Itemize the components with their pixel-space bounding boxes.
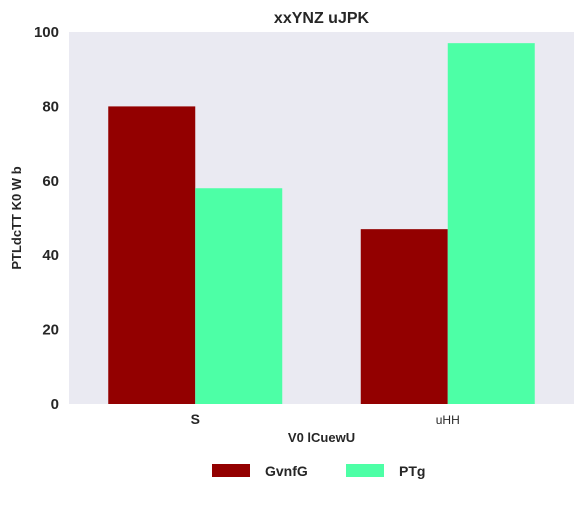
- y-tick-label: 0: [51, 396, 59, 413]
- bar-GvnfG-uHH: [360, 229, 448, 404]
- legend-label-GvnfG: GvnfG: [265, 463, 308, 479]
- y-tick-labels: 0 20 40 60 80 100: [34, 24, 59, 413]
- y-tick-label: 60: [42, 173, 59, 190]
- x-tick-label: uHH: [436, 413, 460, 427]
- chart-title: xxYNZ uJPK: [274, 10, 370, 27]
- y-axis-label: PTLdcTT K0 W b: [9, 166, 24, 269]
- legend-label-PTg: PTg: [399, 463, 425, 479]
- bars-group: [108, 43, 535, 405]
- y-tick-label: 100: [34, 24, 59, 41]
- x-axis-label: V0 lCuewU: [288, 430, 355, 445]
- y-tick-label: 80: [42, 98, 59, 115]
- bar-PTg-S: [195, 188, 283, 404]
- y-tick-label: 20: [42, 322, 59, 339]
- legend-swatch-PTg: [346, 464, 384, 477]
- bar-PTg-uHH: [447, 43, 535, 404]
- y-tick-label: 40: [42, 247, 59, 264]
- legend: GvnfG PTg: [212, 463, 425, 479]
- x-tick-label: S: [191, 411, 200, 427]
- bar-GvnfG-S: [108, 106, 196, 405]
- legend-swatch-GvnfG: [212, 464, 250, 477]
